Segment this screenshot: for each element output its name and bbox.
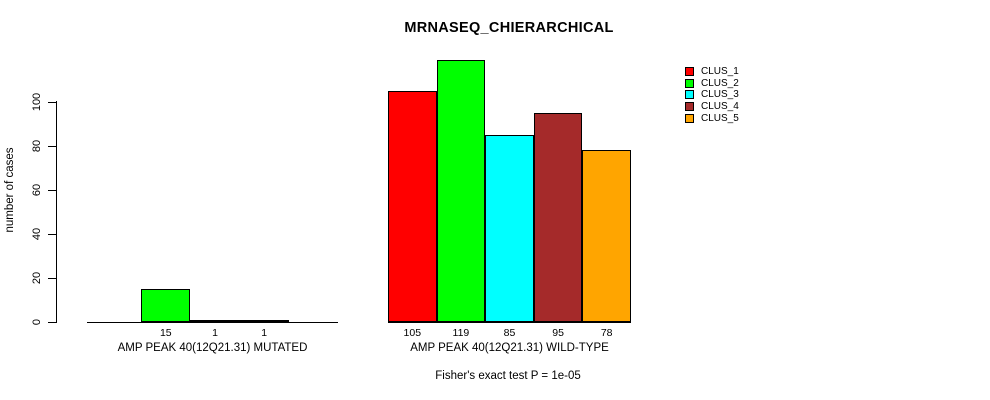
bar-value-label: 105 — [403, 327, 422, 339]
legend-label-clus_3: CLUS_3 — [701, 89, 739, 101]
legend-row-clus_3: CLUS_3 — [685, 89, 739, 101]
legend-row-clus_1: CLUS_1 — [685, 66, 739, 78]
y-tick-label: 0 — [31, 318, 43, 326]
y-tick-mark — [48, 146, 56, 147]
bar-value-label: 78 — [600, 327, 613, 339]
y-axis-line — [56, 101, 57, 323]
bar-clus_5-group2 — [582, 150, 631, 322]
fisher-test-annotation: Fisher's exact test P = 1e-05 — [435, 370, 581, 382]
bar-value-label: 1 — [212, 327, 218, 339]
bar-clus_3-group1 — [190, 320, 240, 322]
y-tick-mark — [48, 278, 56, 279]
bar-value-label: 85 — [503, 327, 516, 339]
legend-swatch-clus_2 — [685, 78, 694, 88]
bar-clus_2-group1 — [141, 289, 191, 322]
bar-clus_4-group2 — [533, 113, 583, 322]
bar-value-label: 15 — [159, 327, 172, 339]
group-label-1: AMP PEAK 40(12Q21.31) MUTATED — [117, 342, 308, 354]
bar-value-label: 95 — [552, 327, 564, 339]
y-tick-label: 80 — [31, 139, 43, 153]
bar-value-label: 119 — [452, 327, 470, 339]
legend-row-clus_5: CLUS_5 — [685, 112, 739, 124]
bar-clus_2-group2 — [436, 60, 486, 322]
legend-label-clus_1: CLUS_1 — [701, 66, 739, 78]
y-tick-mark — [48, 234, 56, 235]
legend-swatch-clus_3 — [685, 90, 694, 100]
y-axis-title: number of cases — [4, 147, 16, 233]
y-tick-mark — [48, 322, 56, 323]
legend: CLUS_1 CLUS_2 CLUS_3 CLUS_4 CLUS_5 — [685, 66, 739, 124]
y-tick-mark — [48, 102, 56, 103]
group-baseline — [388, 322, 631, 323]
legend-row-clus_4: CLUS_4 — [685, 101, 739, 113]
group-baseline — [87, 322, 338, 323]
bar-clus_3-group2 — [485, 135, 534, 322]
legend-swatch-clus_5 — [685, 113, 694, 123]
y-tick-label: 100 — [31, 92, 43, 112]
group-label-2: AMP PEAK 40(12Q21.31) WILD-TYPE — [410, 342, 609, 354]
y-tick-label: 60 — [31, 183, 43, 197]
y-tick-label: 20 — [31, 271, 43, 285]
y-tick-mark — [48, 190, 56, 191]
legend-swatch-clus_4 — [685, 102, 694, 112]
legend-swatch-clus_1 — [685, 67, 694, 77]
bar-clus_4-group1 — [239, 320, 289, 322]
legend-label-clus_5: CLUS_5 — [701, 112, 739, 124]
y-tick-label: 40 — [31, 227, 43, 241]
legend-row-clus_2: CLUS_2 — [685, 78, 739, 90]
bar-clus_1-group2 — [388, 91, 437, 322]
legend-label-clus_2: CLUS_2 — [701, 77, 739, 89]
legend-label-clus_4: CLUS_4 — [701, 101, 739, 113]
chart-title: MRNASEQ_CHIERARCHICAL — [404, 20, 614, 36]
bar-value-label: 1 — [261, 327, 268, 339]
